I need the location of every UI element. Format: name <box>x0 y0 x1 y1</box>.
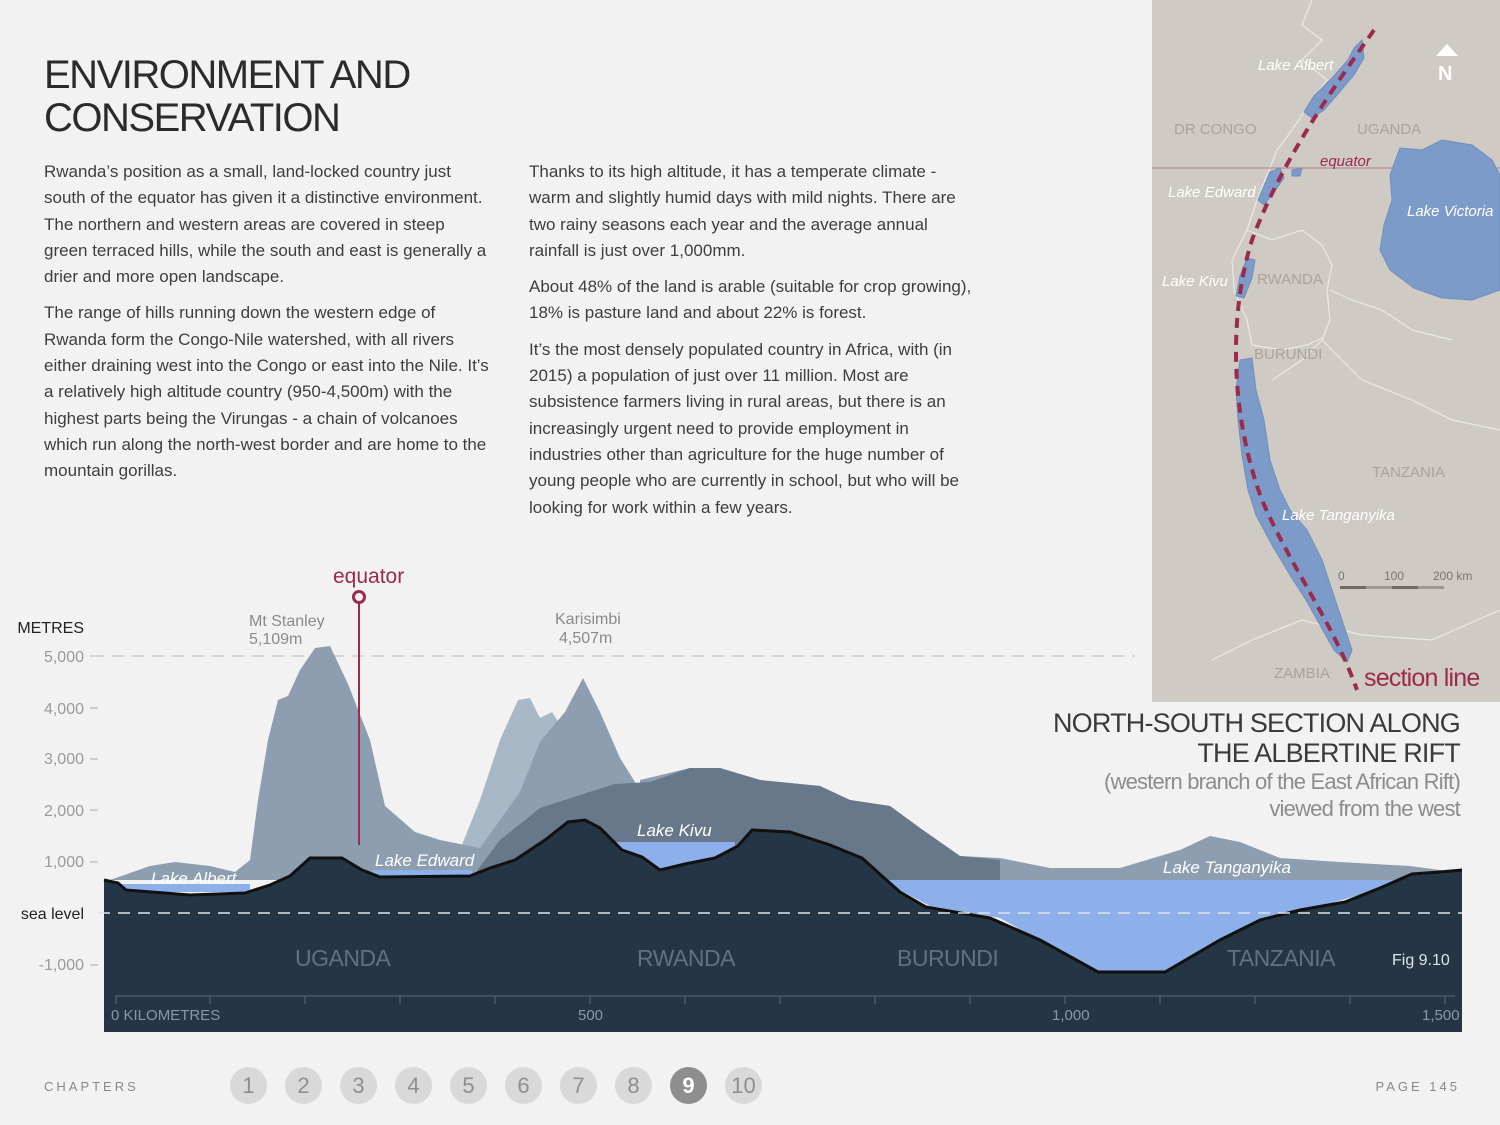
rift-profile: METRES 5,000 4,000 3,000 2,000 1,000 sea… <box>0 555 1500 1050</box>
section-line-label: section line <box>1364 664 1479 692</box>
x-tick-label: 0 KILOMETRES <box>111 1007 220 1024</box>
figure-label: Fig 9.10 <box>1392 952 1450 969</box>
map-country-label: RWANDA <box>1257 271 1323 288</box>
equator-label: equator <box>333 565 404 588</box>
profile-country-label: BURUNDI <box>897 945 998 971</box>
profile-lake-label: Lake Albert <box>151 869 238 888</box>
section-subtitle-line: (western branch of the East African Rift… <box>1103 769 1461 794</box>
x-tick-label: 1,500 <box>1422 1007 1460 1024</box>
scale-label: 0 <box>1338 569 1345 583</box>
map-country-label: TANZANIA <box>1372 464 1445 481</box>
profile-lake-label: Lake Tanganyika <box>1163 858 1291 877</box>
chapter-button[interactable]: 1 <box>230 1067 267 1104</box>
map-country-label: BURUNDI <box>1254 346 1322 363</box>
map-lake-label: Lake Albert <box>1258 57 1334 74</box>
chapters-label: CHAPTERS <box>44 1079 139 1094</box>
north-label: N <box>1438 63 1452 85</box>
y-axis-title: METRES <box>17 620 84 637</box>
sea-level-label: sea level <box>21 906 84 923</box>
text-column-2: Thanks to its high altitude, it has a te… <box>529 159 974 531</box>
section-subtitle-line: viewed from the west <box>1269 796 1460 821</box>
x-tick-label: 500 <box>578 1007 603 1024</box>
map-country-label: UGANDA <box>1357 121 1421 138</box>
y-tick-label: -1,000 <box>39 957 84 974</box>
scale-label: 100 <box>1384 569 1404 583</box>
paragraph: The range of hills running down the west… <box>44 303 489 481</box>
chapter-button[interactable]: 4 <box>395 1067 432 1104</box>
equator-marker: equator <box>333 565 404 845</box>
section-title: NORTH-SOUTH SECTION ALONG THE ALBERTINE … <box>1052 708 1461 822</box>
scale-label: 200 km <box>1433 569 1472 583</box>
title-line-1: ENVIRONMENT AND <box>44 53 411 97</box>
profile-lake-label: Lake Kivu <box>637 821 712 840</box>
chapter-button[interactable]: 2 <box>285 1067 322 1104</box>
page-number: PAGE 145 <box>1375 1079 1460 1094</box>
profile-lake-label: Lake Edward <box>375 851 475 870</box>
scale-bar: 0 100 200 km <box>1338 569 1472 589</box>
map-lake-label: Lake Kivu <box>1162 273 1229 290</box>
y-tick-label: 5,000 <box>44 649 84 666</box>
chapter-button[interactable]: 3 <box>340 1067 377 1104</box>
paragraph: Thanks to its high altitude, it has a te… <box>529 162 956 260</box>
chapter-button[interactable]: 7 <box>560 1067 597 1104</box>
map-country-label: DR CONGO <box>1174 121 1257 138</box>
rift-map: equator Lake Albert Lake Edward Lake Kiv… <box>1152 0 1500 702</box>
section-title-line: NORTH-SOUTH SECTION ALONG <box>1052 708 1461 738</box>
chapter-button[interactable]: 5 <box>450 1067 487 1104</box>
map-lake-label: Lake Edward <box>1168 184 1256 201</box>
chapter-button[interactable]: 8 <box>615 1067 652 1104</box>
x-tick-label: 1,000 <box>1052 1007 1090 1024</box>
y-tick-label: 4,000 <box>44 701 84 718</box>
page-title: ENVIRONMENT AND CONSERVATION <box>44 53 411 140</box>
profile-country-label: RWANDA <box>637 945 736 971</box>
text-column-1: Rwanda’s position as a small, land-locke… <box>44 159 489 495</box>
footer: CHAPTERS 1 2 3 4 5 6 7 8 9 10 PAGE 145 <box>0 1064 1500 1108</box>
chapter-button[interactable]: 10 <box>725 1067 762 1104</box>
map-country-label: ZAMBIA <box>1274 665 1330 682</box>
y-tick-label: 2,000 <box>44 803 84 820</box>
north-arrow-icon: N <box>1436 44 1458 85</box>
peak-name: Mt Stanley <box>249 613 325 630</box>
chapter-button-active[interactable]: 9 <box>670 1067 707 1104</box>
chapter-button[interactable]: 6 <box>505 1067 542 1104</box>
profile-country-label: TANZANIA <box>1227 945 1336 971</box>
peak-height: 4,507m <box>559 630 612 647</box>
peak-height: 5,109m <box>249 631 302 648</box>
map-lake-label: Lake Victoria <box>1407 203 1493 220</box>
map-equator-label: equator <box>1320 153 1372 170</box>
section-title-line: THE ALBERTINE RIFT <box>1197 738 1460 768</box>
profile-country-label: UGANDA <box>295 945 392 971</box>
y-tick-label: 3,000 <box>44 751 84 768</box>
paragraph: It’s the most densely populated country … <box>529 339 959 517</box>
peak-name: Karisimbi <box>555 611 621 628</box>
paragraph: Rwanda’s position as a small, land-locke… <box>44 162 487 287</box>
map-lake-label: Lake Tanganyika <box>1282 507 1395 524</box>
y-tick-label: 1,000 <box>44 854 84 871</box>
title-line-2: CONSERVATION <box>44 96 341 140</box>
paragraph: About 48% of the land is arable (suitabl… <box>529 277 972 323</box>
chapter-nav: 1 2 3 4 5 6 7 8 9 10 <box>230 1067 780 1104</box>
